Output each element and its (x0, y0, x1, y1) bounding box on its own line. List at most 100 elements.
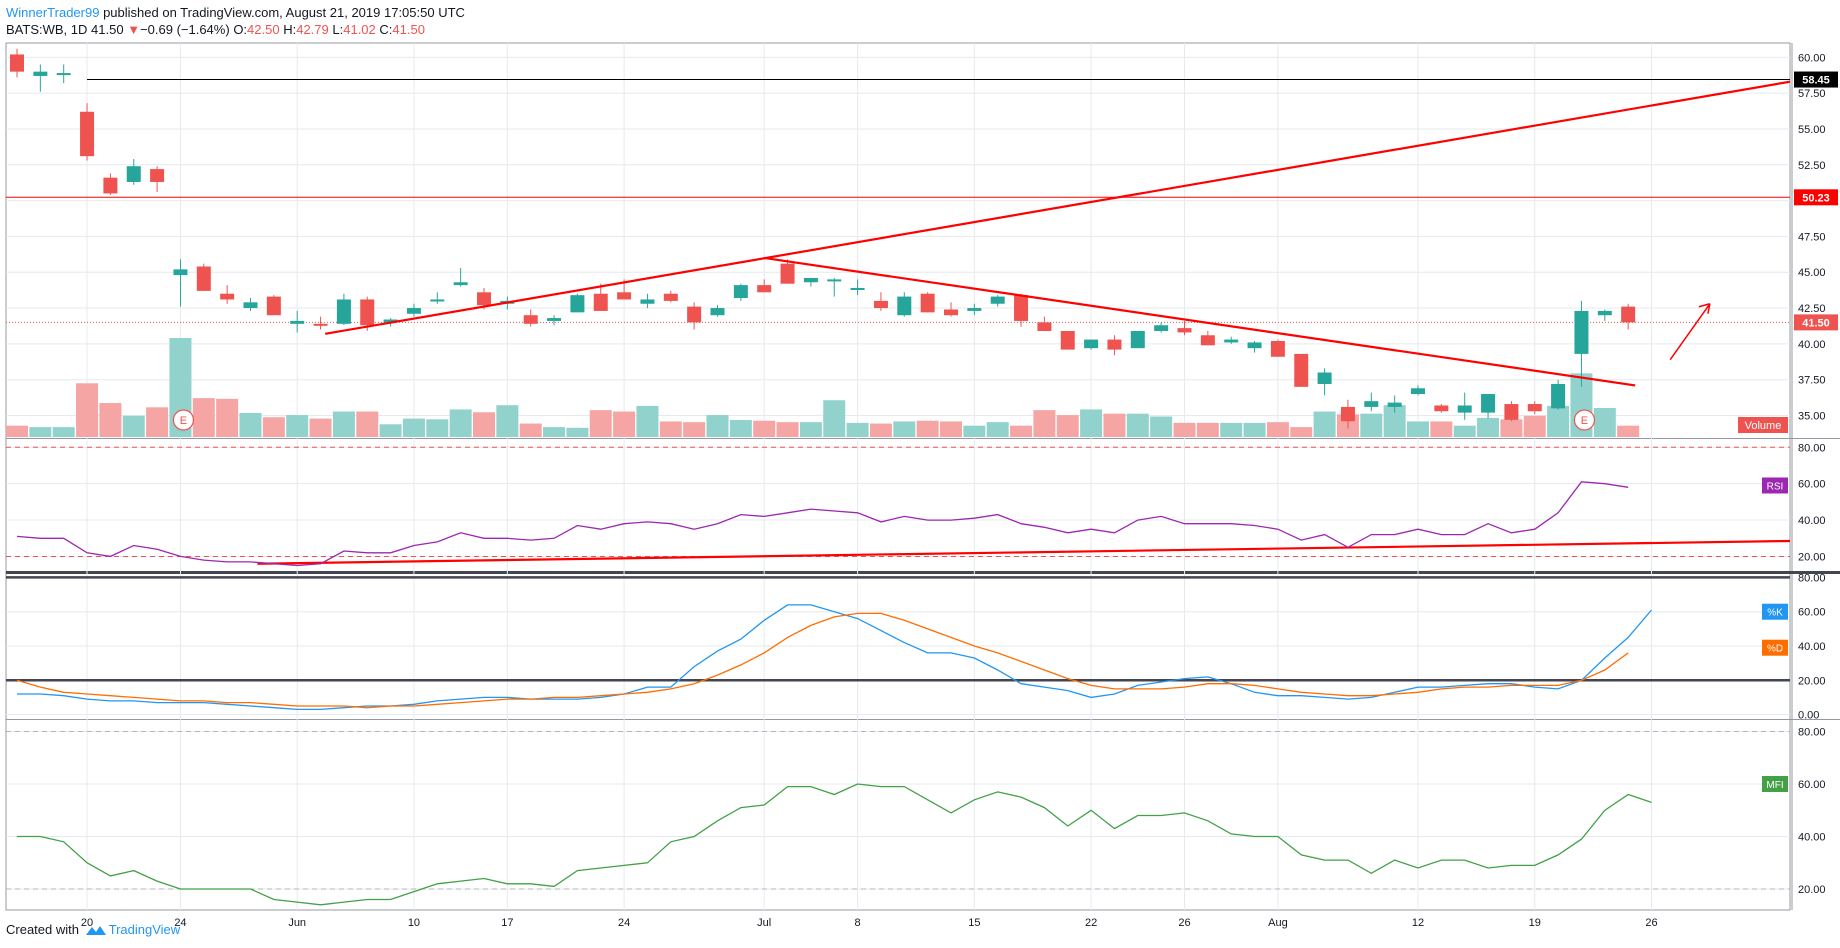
price-tick-label: 60.00 (1798, 52, 1826, 64)
footer: Created with TradingView (6, 922, 180, 937)
indicator-badge (1762, 603, 1788, 620)
volume-bar (916, 420, 939, 437)
candle-body (640, 299, 655, 304)
volume-bar (1266, 422, 1289, 437)
volume-bar (286, 415, 309, 437)
candle-body (1504, 404, 1519, 420)
volume-bar (963, 425, 986, 437)
indicator-tick-label: 60.00 (1798, 607, 1826, 619)
candle-body (56, 73, 71, 76)
volume-bar (846, 422, 869, 437)
indicator-badge (1762, 477, 1788, 494)
x-tick-label: Jul (757, 917, 771, 929)
candle-body (897, 296, 912, 316)
volume-bar (6, 425, 28, 437)
x-tick-label: Jun (288, 917, 306, 929)
close-value: 41.50 (392, 22, 425, 37)
open-value: 42.50 (247, 22, 280, 37)
volume-bar (1383, 405, 1406, 437)
created-with-label: Created with (6, 922, 79, 937)
volume-bar (1523, 415, 1546, 437)
price-tick-label: 57.50 (1798, 88, 1826, 100)
author-link[interactable]: WinnerTrader99 (6, 5, 100, 20)
volume-bar (1430, 421, 1453, 437)
volume-bar (893, 421, 916, 437)
candle-body (1551, 383, 1566, 409)
earnings-marker (172, 409, 195, 431)
candle-body (1200, 335, 1215, 346)
candle-body (1597, 310, 1612, 316)
volume-badge (1738, 417, 1788, 433)
indicator-tick-label: 60.00 (1798, 779, 1826, 791)
candle-body (1317, 372, 1332, 384)
volume-bar (356, 411, 379, 437)
candle-body (1387, 402, 1402, 407)
volume-bar (1196, 422, 1219, 437)
volume-bar (519, 423, 542, 437)
tradingview-brand-link[interactable]: TradingView (108, 922, 181, 937)
candle-body (1574, 310, 1589, 354)
x-tick-label: 26 (1645, 917, 1657, 929)
price-marker-badge (1794, 189, 1838, 206)
volume-bar (1220, 422, 1243, 437)
candle-body (383, 319, 398, 323)
publish-line: WinnerTrader99 published on TradingView.… (6, 4, 1826, 21)
indicator-badge-label: %D (1767, 644, 1783, 655)
low-label: L: (332, 22, 344, 37)
candle-body (593, 293, 608, 311)
indicator-tick-label: 40.00 (1798, 641, 1826, 653)
indicator-badge-label: MFI (1766, 780, 1783, 791)
candle-body (243, 302, 258, 309)
trend-line (325, 80, 1791, 335)
earnings-marker-label: E (1581, 415, 1588, 427)
candle-body (990, 296, 1005, 304)
volume-bar (1360, 413, 1383, 437)
candle-body (1621, 306, 1636, 323)
indicator-tick-label: 20.00 (1798, 675, 1826, 687)
price-change: −0.69 (−1.64%) (140, 22, 230, 37)
x-tick-label: Aug (1268, 917, 1288, 929)
volume-label: Volume (1745, 420, 1782, 432)
high-label: H: (283, 22, 297, 37)
price-tick-label: 47.50 (1798, 231, 1826, 243)
price-marker-label: 58.45 (1802, 75, 1830, 87)
price-tick-label: 55.00 (1798, 124, 1826, 136)
volume-bar (76, 383, 99, 437)
candle-body (1037, 322, 1052, 331)
price-tick-label: 40.00 (1798, 339, 1826, 351)
volume-bar (1243, 422, 1266, 437)
volume-bar (566, 427, 589, 437)
volume-bar (1080, 409, 1103, 437)
candle-body (80, 111, 95, 157)
price-tick-label: 42.50 (1798, 303, 1826, 315)
candle-body (430, 299, 445, 302)
volume-bar (1617, 425, 1640, 437)
down-arrow-icon: ▼ (127, 22, 141, 37)
volume-bar (52, 427, 75, 437)
volume-bar (940, 421, 962, 437)
candle-body (173, 269, 188, 276)
x-tick-label: 17 (501, 917, 513, 929)
candle-body (663, 293, 678, 301)
candle-body (1457, 405, 1472, 413)
open-label: O: (233, 22, 248, 37)
price-marker-label: 41.50 (1802, 317, 1830, 329)
candle-body (1481, 394, 1496, 413)
volume-bar (1126, 413, 1149, 437)
candle-body (920, 293, 935, 313)
candle-body (733, 285, 748, 299)
volume-bar (729, 420, 752, 437)
indicator-badge (1762, 776, 1788, 792)
volume-bar (99, 403, 122, 437)
indicator-tick-label: 60.00 (1798, 479, 1826, 491)
candle-body (827, 279, 842, 282)
candle-body (1154, 325, 1169, 331)
indicator-tick-label: 80.00 (1798, 442, 1826, 454)
ohlc-legend: BATS:WB, 1D 41.50 ▼−0.69 (−1.64%) O:42.5… (6, 21, 1826, 38)
volume-bar (426, 419, 449, 437)
candle-body (873, 300, 888, 309)
volume-bar (309, 418, 332, 437)
volume-bar (776, 422, 799, 437)
candle-body (313, 323, 328, 326)
